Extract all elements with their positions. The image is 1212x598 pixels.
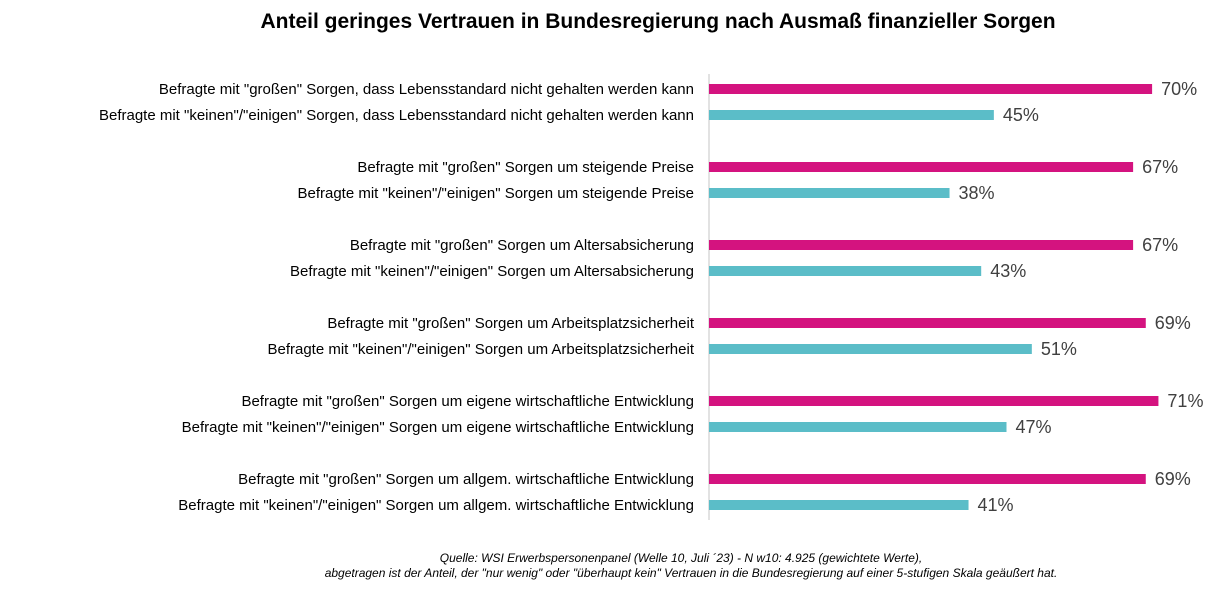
bar-11	[709, 474, 1146, 484]
category-label-8: Befragte mit "keinen"/"einigen" Sorgen u…	[267, 341, 694, 358]
category-label-3: Befragte mit "großen" Sorgen um steigend…	[357, 159, 694, 176]
category-label-11: Befragte mit "großen" Sorgen um allgem. …	[238, 471, 694, 488]
bar-2	[709, 110, 994, 120]
bar-5	[709, 240, 1134, 250]
bar-3	[709, 162, 1134, 172]
value-label-8: 51%	[1041, 339, 1077, 359]
value-label-4: 38%	[959, 183, 995, 203]
bar-7	[709, 318, 1146, 328]
source-note: Quelle: WSI Erwerbspersonenpanel (Welle …	[0, 551, 1212, 581]
value-labels-group: 70% 45% 67% 38% 67% 43% 69% 51% 71% 47% 69% 41%	[959, 79, 1204, 515]
category-label-2: Befragte mit "keinen"/"einigen" Sorgen, …	[99, 107, 694, 124]
value-label-6: 43%	[990, 261, 1026, 281]
bar-10	[709, 422, 1007, 432]
source-line-2: abgetragen ist der Anteil, der "nur weni…	[324, 566, 1058, 580]
bar-9	[709, 396, 1159, 406]
category-label-7: Befragte mit "großen" Sorgen um Arbeitsp…	[327, 315, 694, 332]
chart-title: Anteil geringes Vertrauen in Bundesregie…	[260, 10, 1056, 33]
value-label-10: 47%	[1016, 417, 1052, 437]
value-label-9: 71%	[1167, 391, 1203, 411]
bar-4	[709, 188, 950, 198]
value-label-1: 70%	[1161, 79, 1197, 99]
bar-8	[709, 344, 1032, 354]
bars-group	[709, 84, 1159, 510]
category-label-6: Befragte mit "keinen"/"einigen" Sorgen u…	[290, 263, 694, 280]
category-label-9: Befragte mit "großen" Sorgen um eigene w…	[241, 393, 694, 410]
value-label-3: 67%	[1142, 157, 1178, 177]
category-label-1: Befragte mit "großen" Sorgen, dass Leben…	[159, 81, 694, 98]
bar-12	[709, 500, 969, 510]
category-labels-group: Befragte mit "großen" Sorgen, dass Leben…	[99, 81, 695, 514]
category-label-4: Befragte mit "keinen"/"einigen" Sorgen u…	[297, 185, 694, 202]
category-label-12: Befragte mit "keinen"/"einigen" Sorgen u…	[178, 497, 694, 514]
value-label-7: 69%	[1155, 313, 1191, 333]
category-label-10: Befragte mit "keinen"/"einigen" Sorgen u…	[182, 419, 694, 436]
value-label-12: 41%	[978, 495, 1014, 515]
bar-6	[709, 266, 982, 276]
source-line-1: Quelle: WSI Erwerbspersonenpanel (Welle …	[439, 551, 923, 565]
category-label-5: Befragte mit "großen" Sorgen um Altersab…	[350, 237, 694, 254]
value-label-11: 69%	[1155, 469, 1191, 489]
value-label-5: 67%	[1142, 235, 1178, 255]
value-label-2: 45%	[1003, 105, 1039, 125]
bar-1	[709, 84, 1153, 94]
